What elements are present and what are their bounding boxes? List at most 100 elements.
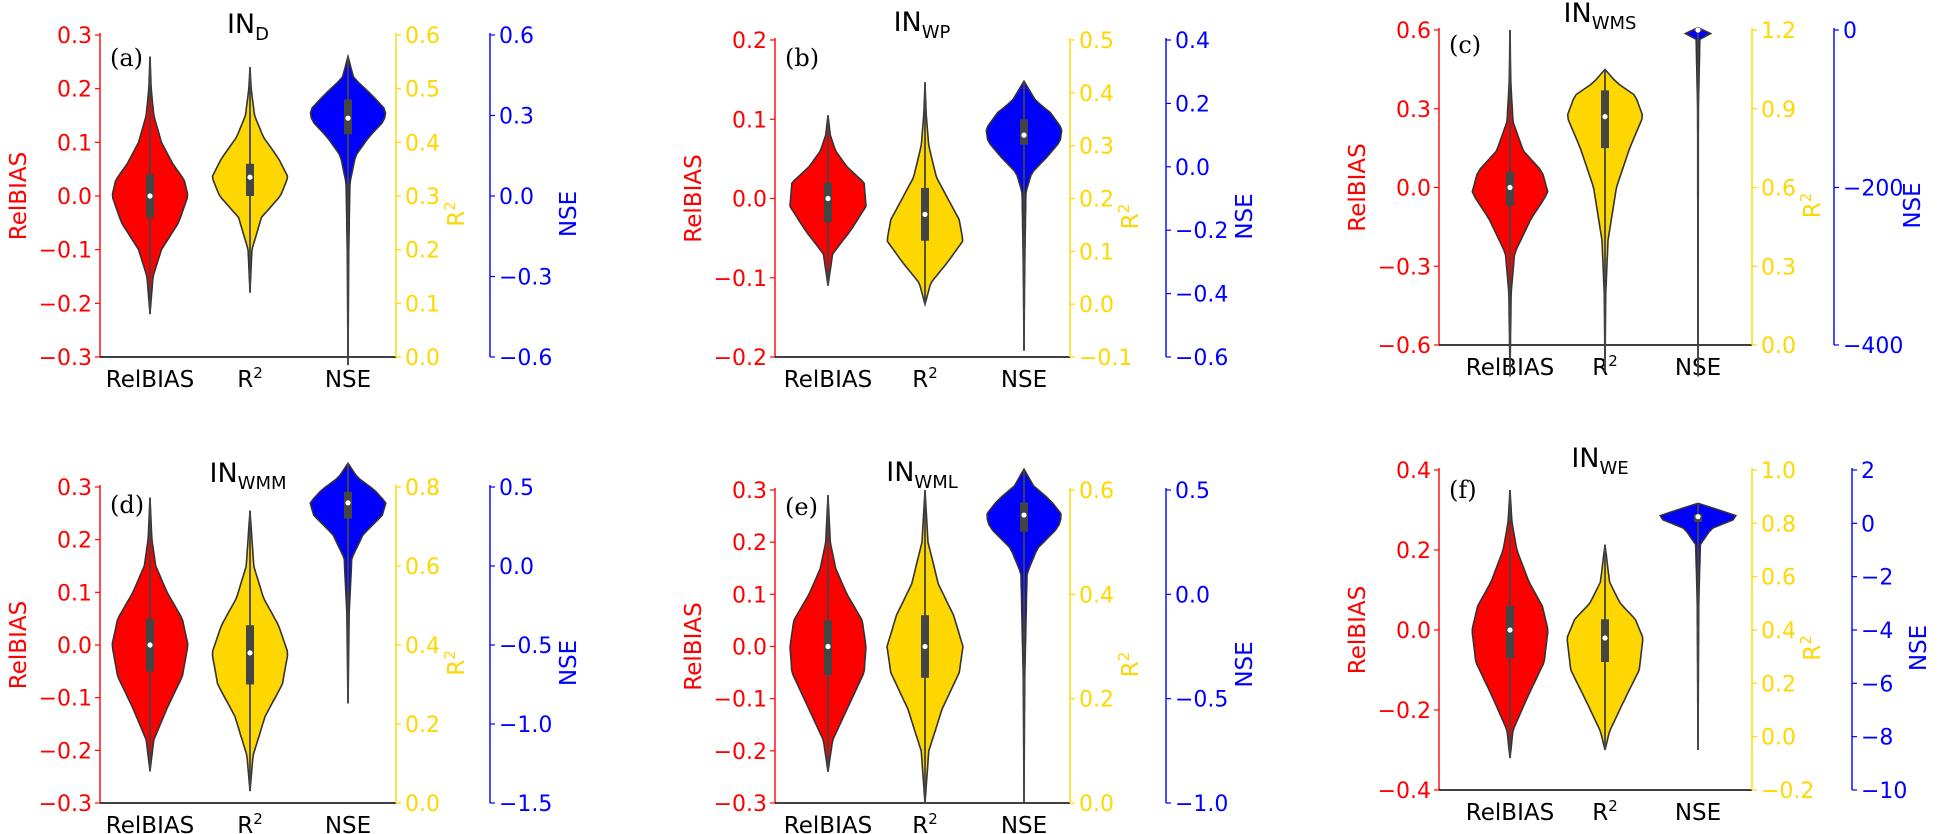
nse-tick-label: 0.0 <box>1175 156 1210 181</box>
nse-tick-label: −1.0 <box>499 713 552 738</box>
relbias-tick-label: 0.0 <box>732 636 767 661</box>
relbias-tick-label: 0.1 <box>57 131 92 156</box>
relbias-tick-label: 0.6 <box>1396 19 1431 44</box>
category-label: RelBIAS <box>1466 800 1554 826</box>
relbias-tick-label: −0.6 <box>1378 334 1431 359</box>
r2-tick-label: 0.2 <box>405 239 440 264</box>
relbias-tick-label: −0.3 <box>1378 255 1431 280</box>
nse-axis-title: NSE <box>556 191 582 237</box>
nse-median-point <box>345 115 351 121</box>
r2-axis-title: R2 <box>1797 193 1826 219</box>
r2-median-point <box>247 174 253 180</box>
relbias-axis-title: RelBIAS <box>1345 143 1371 231</box>
panel-label: (d) <box>110 491 144 519</box>
nse-tick-label: −1.0 <box>1175 792 1228 817</box>
r2-tick-label: 0.0 <box>1761 726 1796 751</box>
relbias-iqr-box <box>824 182 832 223</box>
panel-title: INWMS <box>1564 0 1637 34</box>
relbias-median-point <box>1507 627 1513 633</box>
category-label: R2 <box>237 364 263 393</box>
r2-tick-label: −0.1 <box>1079 346 1132 371</box>
chart-panel-5: −0.3 −0.2 −0.1 0.0 0.1 0.2 0.3 0.0 0.2 0.4 0.6 −1.0… <box>681 457 1258 834</box>
relbias-tick-label: −0.2 <box>1378 699 1431 724</box>
category-label: R2 <box>912 810 938 834</box>
r2-axis-title: R2 <box>1797 635 1826 661</box>
r2-tick-label: 0.1 <box>1079 240 1114 265</box>
nse-tick-label: 0.4 <box>1175 29 1210 54</box>
panel-label: (a) <box>110 44 143 72</box>
nse-tick-label: −8 <box>1861 726 1893 751</box>
relbias-axis-title: RelBIAS <box>6 152 32 240</box>
relbias-tick-label: 0.2 <box>732 531 767 556</box>
nse-tick-label: −0.4 <box>1175 283 1228 308</box>
relbias-tick-label: −0.2 <box>714 740 767 765</box>
nse-median-point <box>1021 512 1027 518</box>
category-label: RelBIAS <box>106 813 194 834</box>
r2-tick-label: 0.3 <box>405 185 440 210</box>
nse-tick-label: 0.0 <box>499 555 534 580</box>
r2-tick-label: 0.0 <box>1079 792 1114 817</box>
nse-tick-label: 0 <box>1843 19 1857 44</box>
panel-label: (c) <box>1449 31 1481 59</box>
relbias-axis-title: RelBIAS <box>681 154 707 242</box>
r2-tick-label: 0.0 <box>405 792 440 817</box>
nse-median-point <box>345 500 351 506</box>
relbias-tick-label: 0.2 <box>57 529 92 554</box>
chart-panel-3: −0.6 −0.3 0.0 0.3 0.6 0.0 0.3 0.6 0.9 1.2 −400 −200… <box>1345 0 1926 381</box>
nse-tick-label: 0.2 <box>1175 92 1210 117</box>
nse-tick-label: 0 <box>1861 512 1875 537</box>
r2-axis-title: R2 <box>441 650 470 676</box>
r2-tick-label: 0.4 <box>1079 82 1114 107</box>
relbias-tick-label: −0.4 <box>1378 779 1431 804</box>
nse-tick-label: −0.2 <box>1175 219 1228 244</box>
relbias-median-point <box>825 195 831 202</box>
nse-tick-label: −400 <box>1843 334 1903 359</box>
r2-iqr-box <box>1601 619 1609 662</box>
r2-tick-label: 0.4 <box>405 634 440 659</box>
r2-tick-label: 0.6 <box>405 24 440 49</box>
relbias-median-point <box>1507 184 1513 191</box>
nse-tick-label: 0.3 <box>499 105 534 130</box>
panel-title: INWMM <box>209 458 286 494</box>
r2-axis-title: R2 <box>1115 652 1144 678</box>
category-label: NSE <box>1001 367 1047 393</box>
relbias-tick-label: 0.4 <box>1396 459 1431 484</box>
nse-tick-label: 0.5 <box>1175 479 1210 504</box>
category-label: NSE <box>1675 800 1721 826</box>
category-label: R2 <box>912 364 938 393</box>
relbias-tick-label: 0.3 <box>1396 98 1431 123</box>
r2-tick-label: 0.6 <box>1761 177 1796 202</box>
nse-tick-label: −1.5 <box>499 792 552 817</box>
relbias-tick-label: 0.3 <box>57 476 92 501</box>
chart-panel-2: −0.2 −0.1 0.0 0.1 0.2 −0.1 0.0 0.1 0.2 0.3 0.4 0.5 −… <box>681 7 1258 393</box>
r2-tick-label: 1.0 <box>1761 459 1796 484</box>
nse-tick-label: 0.0 <box>499 185 534 210</box>
nse-axis-title: NSE <box>1900 182 1926 228</box>
relbias-tick-label: −0.3 <box>39 346 92 371</box>
nse-tick-label: −0.5 <box>1175 688 1228 713</box>
r2-median-point <box>922 211 928 217</box>
relbias-axis-title: RelBIAS <box>1345 586 1371 674</box>
relbias-axis-title: RelBIAS <box>681 602 707 690</box>
r2-iqr-box <box>246 163 254 196</box>
r2-tick-label: 0.0 <box>405 346 440 371</box>
relbias-tick-label: 0.0 <box>1396 619 1431 644</box>
relbias-tick-label: 0.1 <box>732 108 767 133</box>
relbias-tick-label: −0.3 <box>39 792 92 817</box>
r2-tick-label: 0.2 <box>1079 188 1114 213</box>
relbias-tick-label: 0.0 <box>1396 177 1431 202</box>
relbias-tick-label: 0.1 <box>57 581 92 606</box>
nse-tick-label: −10 <box>1861 779 1907 804</box>
panel-title: INWP <box>894 7 951 43</box>
r2-tick-label: 0.2 <box>405 713 440 738</box>
relbias-tick-label: 0.0 <box>57 185 92 210</box>
panel-label: (b) <box>785 44 819 72</box>
r2-axis-title: R2 <box>1115 204 1144 230</box>
r2-tick-label: 0.6 <box>405 555 440 580</box>
relbias-tick-label: −0.2 <box>39 292 92 317</box>
relbias-tick-label: −0.1 <box>714 688 767 713</box>
nse-tick-label: −6 <box>1861 672 1893 697</box>
relbias-tick-label: 0.0 <box>57 634 92 659</box>
r2-tick-label: 0.4 <box>1761 619 1796 644</box>
relbias-median-point <box>825 643 831 650</box>
